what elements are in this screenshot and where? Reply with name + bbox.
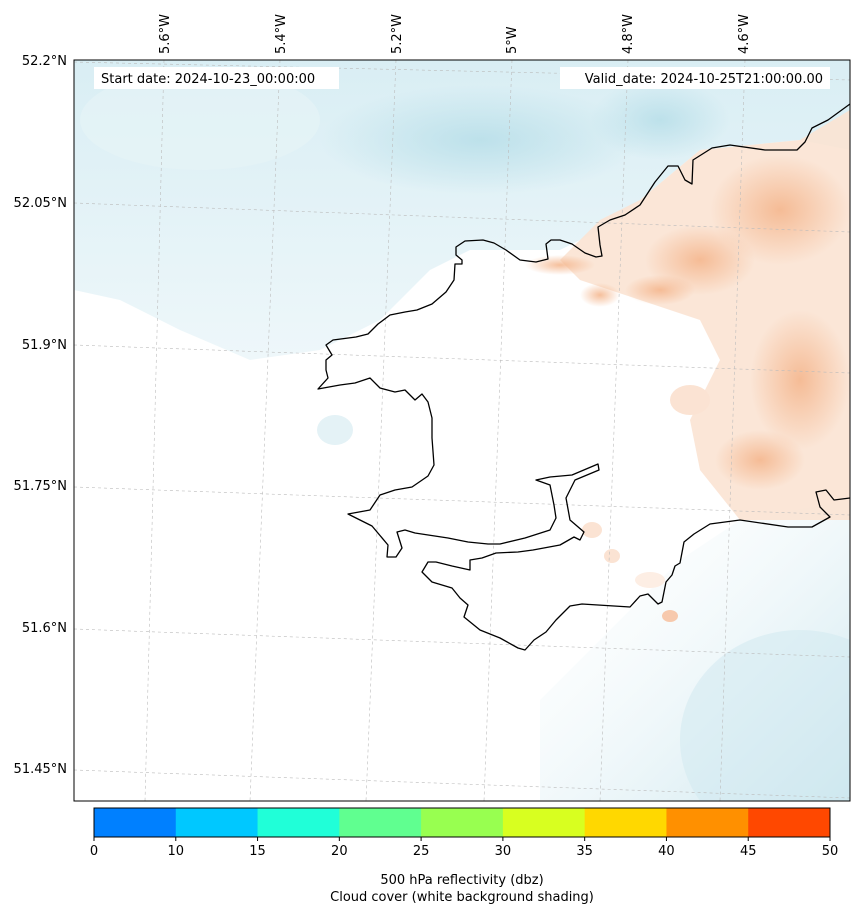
warm-shading bbox=[525, 110, 850, 622]
colorbar-label-line1: 500 hPa reflectivity (dbz) bbox=[380, 873, 543, 888]
colorbar-segment bbox=[94, 808, 177, 837]
valid-date-label: Valid_date: 2024-10-25T21:00:00.00 bbox=[585, 72, 823, 87]
info-box-valid: Valid_date: 2024-10-25T21:00:00.00 bbox=[560, 67, 830, 89]
lat-tick-label: 51.6°N bbox=[22, 621, 67, 636]
colorbar-segment bbox=[748, 808, 831, 837]
lon-tick-label: 5.6°W bbox=[158, 14, 173, 54]
colorbar-tick-label: 40 bbox=[658, 844, 675, 859]
colorbar-tick-label: 35 bbox=[576, 844, 593, 859]
start-date-label: Start date: 2024-10-23_00:00:00 bbox=[101, 72, 315, 87]
gridlines bbox=[74, 60, 850, 801]
colorbar-tick-label: 15 bbox=[249, 844, 266, 859]
lat-tick-label: 51.9°N bbox=[22, 338, 67, 353]
lat-labels: 52.2°N 52.05°N 51.9°N 51.75°N 51.6°N 51.… bbox=[14, 54, 67, 777]
map-frame bbox=[73, 59, 851, 802]
lat-tick-label: 51.75°N bbox=[14, 479, 67, 494]
info-box-start: Start date: 2024-10-23_00:00:00 bbox=[94, 67, 339, 89]
lon-tick-label: 5.4°W bbox=[274, 14, 289, 54]
colorbar-tick-label: 10 bbox=[168, 844, 185, 859]
map-area: Start date: 2024-10-23_00:00:00 Valid_da… bbox=[74, 60, 850, 801]
colorbar-tick-label: 25 bbox=[413, 844, 430, 859]
colorbar-tick-label: 45 bbox=[740, 844, 757, 859]
lon-tick-label: 4.8°W bbox=[621, 14, 636, 54]
colorbar-tick-label: 50 bbox=[822, 844, 839, 859]
lon-tick-label: 5°W bbox=[505, 26, 520, 54]
cloud-cover-shading bbox=[74, 60, 850, 801]
colorbar-segment bbox=[421, 808, 504, 837]
colorbar-frame bbox=[93, 807, 831, 838]
lat-tick-label: 52.2°N bbox=[22, 54, 67, 69]
colorbar: 0 10 15 20 25 30 35 40 45 50 500 hPa reflectivity… bbox=[90, 807, 838, 905]
colorbar-segment bbox=[584, 808, 667, 837]
colorbar-tick-label: 30 bbox=[495, 844, 512, 859]
colorbar-tick-label: 20 bbox=[331, 844, 348, 859]
colorbar-segment bbox=[257, 808, 340, 837]
colorbar-segment bbox=[502, 808, 586, 837]
colorbar-label-line2: Cloud cover (white background shading) bbox=[330, 890, 594, 905]
colorbar-segments bbox=[94, 808, 831, 837]
coastline bbox=[317, 103, 850, 651]
colorbar-segment bbox=[339, 808, 422, 837]
lon-tick-label: 5.2°W bbox=[390, 14, 405, 54]
colorbar-segment bbox=[666, 808, 749, 837]
colorbar-tick-label: 0 bbox=[90, 844, 98, 859]
colorbar-segment bbox=[175, 808, 259, 837]
lon-labels: 5.6°W 5.4°W 5.2°W 5°W 4.8°W 4.6°W bbox=[158, 14, 752, 54]
lon-tick-label: 4.6°W bbox=[737, 14, 752, 54]
colorbar-ticks: 0 10 15 20 25 30 35 40 45 50 bbox=[90, 837, 838, 859]
lat-tick-label: 52.05°N bbox=[14, 196, 67, 211]
lat-tick-label: 51.45°N bbox=[14, 762, 67, 777]
